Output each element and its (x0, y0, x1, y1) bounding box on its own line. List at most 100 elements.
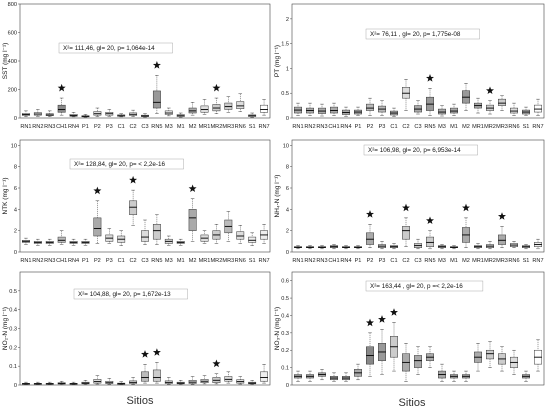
x-tick-label: C2 (130, 124, 137, 130)
box-RN5 (426, 346, 434, 368)
x-tick-label: P3 (379, 124, 386, 130)
y-tick-label: 0.5 (281, 91, 289, 97)
box-MR3 (498, 95, 506, 111)
box-RN5 (426, 230, 434, 250)
box-MR2 (212, 373, 221, 385)
box-iqr (57, 236, 66, 243)
box-iqr (141, 371, 149, 382)
x-tick-label: RN7 (258, 124, 269, 130)
box-C3 (141, 219, 149, 245)
annotation-box (73, 288, 188, 300)
box-RN1 (294, 245, 302, 250)
box-C1 (117, 230, 126, 246)
box-RN5 (426, 88, 434, 116)
x-tick-label: RN1 (20, 124, 31, 130)
significance-star-MR2 (212, 359, 221, 368)
x-tick-label: S1 (249, 258, 256, 264)
box-RN2 (306, 245, 314, 250)
box-M2 (188, 376, 197, 385)
box-RN3 (45, 381, 54, 385)
box-iqr (510, 107, 518, 114)
significance-star-CH1 (57, 83, 66, 92)
box-iqr (486, 349, 494, 360)
x-tick-label: S1 (249, 124, 256, 130)
significance-star-MR2 (486, 86, 494, 95)
box-iqr (426, 236, 434, 247)
x-tick-label: M3 (165, 258, 173, 264)
significance-star-RN5 (426, 216, 434, 225)
panel-1: 0 200 400 600 800 SST (mg l⁻¹) RN1 RN2 RN3 CH1 RN4… (2, 2, 271, 130)
x-tick-label: RN4 (340, 124, 351, 130)
y-tick-label: 6 (286, 186, 289, 192)
box-RN5 (152, 362, 161, 384)
box-P2 (366, 224, 374, 248)
box-RN2 (33, 238, 42, 246)
box-CH1 (330, 372, 338, 382)
box-RN3 (45, 238, 54, 246)
panel-3: 0 2 4 6 8 10 NTK (mg l⁻¹) RN1 RN2 RN3 CH1 RN4 P1 P2 P3… (2, 139, 271, 264)
box-S1 (248, 112, 257, 118)
y-tick-label: 4 (286, 207, 289, 213)
x-tick-label: RN2 (304, 124, 315, 130)
x-tick-label: MR1 (472, 258, 484, 264)
box-MR3 (224, 96, 233, 113)
box-S1 (248, 380, 257, 385)
box-CH1 (330, 102, 338, 116)
box-P3 (105, 109, 114, 117)
x-tick-label: RN6 (235, 258, 246, 264)
box-P3 (105, 228, 114, 244)
box-RN1 (22, 237, 30, 245)
box-P3 (378, 241, 386, 250)
box-RN6 (510, 102, 518, 116)
x-tick-label: C3 (414, 258, 421, 264)
plot-frame (291, 271, 545, 386)
box-iqr (260, 104, 268, 113)
y-tick-label: 8 (286, 165, 289, 171)
x-tick-label: RN1 (20, 258, 31, 264)
box-S1 (522, 106, 530, 116)
box-P2 (366, 332, 374, 377)
y-tick-label: 0.2 (281, 348, 289, 354)
significance-star-M2 (462, 203, 470, 212)
box-MR2 (486, 341, 494, 368)
y-tick-label: 0 (286, 116, 289, 122)
y-axis-label: NO₂-N (mg l⁻¹) (2, 307, 9, 350)
y-tick-label: 10 (11, 143, 17, 149)
box-C2 (129, 189, 138, 226)
y-tick-label: 0.2 (9, 345, 17, 351)
significance-star-P2 (366, 318, 374, 327)
x-tick-label: M2 (189, 258, 197, 264)
significance-star-P3 (378, 315, 386, 323)
box-C2 (129, 109, 138, 117)
x-tick-label: CH1 (56, 258, 67, 264)
annotation-box (58, 42, 173, 54)
box-MR1 (200, 99, 209, 115)
box-iqr (224, 376, 233, 382)
y-tick-label: 2 (286, 229, 289, 235)
box-M2 (462, 83, 470, 111)
x-tick-label: C1 (390, 124, 397, 130)
box-iqr (57, 104, 66, 113)
annotation-box (69, 158, 184, 170)
x-tick-label: M3 (438, 124, 446, 130)
x-tick-label: C3 (414, 124, 421, 130)
box-iqr (450, 107, 458, 114)
x-tick-label: MR2 (211, 124, 223, 130)
y-tick-label: 1.5 (281, 42, 289, 48)
box-P3 (378, 329, 386, 375)
box-CH1 (57, 380, 66, 385)
box-iqr (260, 371, 268, 382)
box-C2 (402, 217, 410, 247)
x-tick-label: RN5 (424, 258, 435, 264)
box-RN7 (260, 224, 268, 244)
box-iqr (402, 226, 410, 240)
box-iqr (152, 369, 161, 382)
box-P2 (93, 375, 102, 385)
x-tick-label: M3 (165, 124, 173, 130)
x-tick-label: MR2 (211, 258, 223, 264)
significance-star-P2 (366, 210, 374, 218)
x-tick-label: RN7 (258, 258, 269, 264)
box-iqr (498, 234, 506, 245)
box-RN7 (534, 339, 542, 372)
x-tick-label: P2 (94, 258, 101, 264)
